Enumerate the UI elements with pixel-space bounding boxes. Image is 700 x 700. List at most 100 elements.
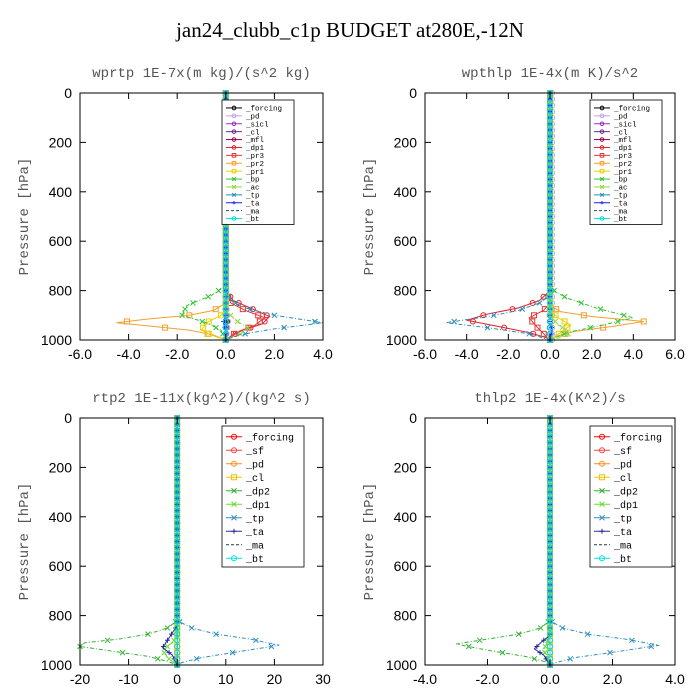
series-marker	[547, 318, 553, 325]
series-marker	[547, 495, 553, 502]
series-marker	[547, 287, 553, 294]
series-marker	[547, 637, 553, 644]
series-marker	[174, 452, 181, 459]
legend-label: _pr1	[613, 169, 633, 177]
series-marker	[547, 594, 553, 601]
series-marker	[222, 262, 229, 269]
series-marker	[199, 318, 206, 325]
series-marker	[244, 324, 251, 331]
legend-marker	[231, 113, 237, 119]
series-marker	[222, 324, 229, 331]
legend-label: _pr2	[245, 161, 264, 169]
x-tick-label: -4.0	[117, 346, 141, 362]
legend-marker	[231, 129, 237, 134]
panel-title: wpthlp 1E-4x(m K)/s^2	[462, 66, 638, 82]
panel-title: rtp2 1E-11x(kg^2)/(kg^2 s)	[92, 391, 310, 407]
legend-label: _pd	[613, 459, 632, 471]
series-marker	[154, 655, 161, 662]
series-marker	[547, 513, 553, 520]
series-marker	[547, 108, 553, 115]
series-marker	[534, 324, 541, 331]
legend-label: _ma	[613, 541, 632, 552]
legend-label: _mfl	[245, 137, 265, 145]
series-marker	[547, 299, 553, 306]
legend-label: _sicl	[245, 121, 269, 129]
legend-marker	[231, 216, 237, 221]
legend-marker	[599, 192, 605, 198]
legend-label: _cl	[613, 473, 632, 485]
legend-marker	[599, 113, 605, 119]
series-marker	[222, 287, 229, 294]
legend-marker	[600, 200, 604, 205]
legend-label: _bp	[613, 177, 628, 185]
series-marker	[547, 151, 553, 158]
x-tick-label: -10	[118, 671, 138, 687]
series-marker	[174, 612, 181, 619]
x-tick-label: 4.0	[313, 346, 333, 362]
series-marker	[531, 312, 538, 319]
plot-frame	[79, 417, 324, 666]
y-tick-label: 400	[394, 509, 418, 525]
series-marker	[222, 299, 229, 306]
x-tick-label: 0.0	[216, 346, 236, 362]
legend-label: _pd	[245, 459, 264, 471]
series-marker	[200, 324, 207, 331]
series-marker	[174, 563, 181, 570]
series-marker	[174, 495, 181, 502]
legend-box	[589, 425, 673, 568]
series-marker	[174, 427, 181, 434]
y-tick-label: 600	[394, 233, 418, 249]
series-group	[77, 415, 280, 668]
series-marker	[212, 306, 219, 313]
series-marker	[547, 600, 553, 607]
series-marker	[547, 275, 553, 282]
series-marker	[547, 102, 553, 109]
legend-marker	[231, 137, 237, 142]
legend-marker	[599, 160, 605, 166]
legend-marker	[231, 145, 237, 150]
series-marker	[547, 176, 553, 183]
x-tick-label: 0.0	[540, 346, 560, 362]
series-marker	[547, 114, 553, 121]
series-marker	[547, 145, 553, 152]
series-marker	[547, 649, 553, 656]
series-marker	[179, 312, 185, 319]
series-marker	[529, 318, 536, 325]
series-marker	[174, 532, 181, 539]
panel-1: wprtp 1E-7x(m kg)/(s^2 kg) Pressure [hPa]…	[17, 66, 333, 362]
legend-marker	[231, 555, 237, 562]
legend-marker	[599, 433, 605, 440]
series-marker	[547, 433, 553, 440]
panel-3: rtp2 1E-11x(kg^2)/(kg^2 s) Pressure [hPa]…	[17, 391, 331, 687]
series-marker	[537, 650, 543, 656]
series-marker	[174, 538, 181, 545]
figure-title: jan24_clubb_c1p BUDGET at280E,-12N	[176, 18, 524, 42]
series-marker	[547, 427, 553, 434]
x-tick-label: 2.0	[582, 346, 602, 362]
series-marker	[536, 300, 543, 306]
series-marker	[561, 318, 568, 325]
series-marker	[222, 238, 229, 245]
series-marker	[213, 324, 219, 331]
legend-marker	[599, 129, 605, 134]
series-marker	[547, 306, 553, 313]
series-marker	[547, 127, 553, 134]
legend-label: _ta	[613, 528, 632, 539]
legend-marker	[231, 433, 237, 440]
y-tick-label: 400	[49, 184, 73, 200]
legend-label: _ma	[245, 541, 264, 552]
series-group	[445, 90, 647, 343]
series-marker	[205, 330, 212, 337]
legend-marker	[599, 528, 605, 534]
series-marker	[222, 232, 229, 239]
series-marker	[547, 476, 553, 483]
series-marker	[256, 318, 263, 325]
series-marker	[255, 312, 262, 319]
series-marker	[547, 182, 553, 189]
legend-marker	[599, 474, 605, 481]
series-marker	[190, 300, 196, 306]
legend-marker	[599, 447, 605, 454]
y-axis-label: Pressure [hPa]	[362, 483, 378, 601]
legend-box	[221, 425, 305, 568]
